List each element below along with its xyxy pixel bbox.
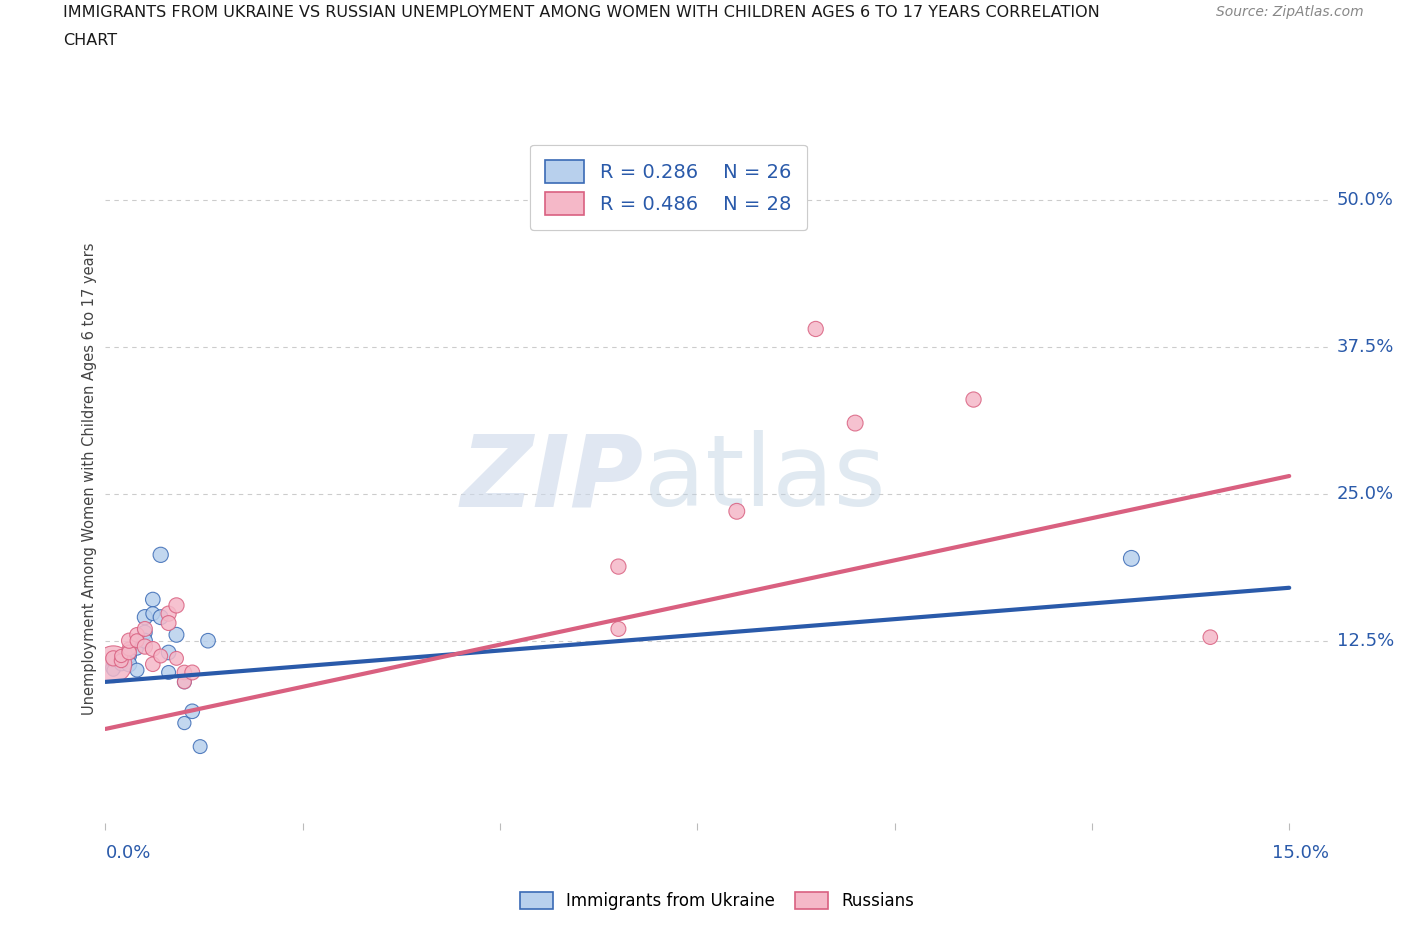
Point	[844, 416, 866, 431]
Point	[103, 663, 125, 678]
Point	[166, 628, 188, 643]
Point	[125, 628, 148, 643]
Point	[134, 621, 156, 636]
Point	[118, 648, 141, 663]
Point	[188, 739, 211, 754]
Point	[166, 598, 188, 613]
Point	[110, 657, 132, 671]
Point	[142, 657, 165, 671]
Point	[197, 633, 219, 648]
Point	[103, 657, 125, 671]
Legend: R = 0.286    N = 26, R = 0.486    N = 28: R = 0.286 N = 26, R = 0.486 N = 28	[530, 144, 807, 231]
Legend: Immigrants from Ukraine, Russians: Immigrants from Ukraine, Russians	[513, 885, 921, 917]
Text: IMMIGRANTS FROM UKRAINE VS RUSSIAN UNEMPLOYMENT AMONG WOMEN WITH CHILDREN AGES 6: IMMIGRANTS FROM UKRAINE VS RUSSIAN UNEMP…	[63, 5, 1099, 20]
Text: 50.0%: 50.0%	[1337, 191, 1393, 208]
Text: 0.0%: 0.0%	[105, 844, 150, 862]
Point	[125, 663, 148, 678]
Point	[157, 606, 180, 621]
Point	[103, 660, 125, 675]
Point	[118, 633, 141, 648]
Point	[142, 642, 165, 657]
Point	[118, 642, 141, 657]
Point	[110, 653, 132, 668]
Text: atlas: atlas	[644, 431, 886, 527]
Point	[134, 610, 156, 625]
Text: ZIP: ZIP	[461, 431, 644, 527]
Point	[181, 704, 204, 719]
Text: 37.5%: 37.5%	[1337, 338, 1395, 355]
Point	[181, 665, 204, 680]
Point	[166, 651, 188, 666]
Point	[1199, 630, 1222, 644]
Point	[134, 625, 156, 640]
Point	[134, 633, 156, 648]
Point	[118, 645, 141, 660]
Point	[110, 648, 132, 663]
Point	[118, 657, 141, 671]
Point	[134, 639, 156, 654]
Point	[1121, 551, 1143, 565]
Text: 25.0%: 25.0%	[1337, 485, 1395, 502]
Point	[142, 592, 165, 607]
Point	[118, 645, 141, 660]
Point	[149, 648, 172, 663]
Point	[110, 651, 132, 666]
Point	[804, 322, 827, 337]
Point	[103, 651, 125, 666]
Point	[149, 548, 172, 563]
Point	[142, 606, 165, 621]
Point	[157, 616, 180, 631]
Text: Source: ZipAtlas.com: Source: ZipAtlas.com	[1216, 5, 1364, 19]
Point	[125, 633, 148, 648]
Point	[725, 504, 748, 519]
Point	[149, 610, 172, 625]
Point	[962, 392, 984, 407]
Point	[125, 642, 148, 657]
Point	[157, 665, 180, 680]
Y-axis label: Unemployment Among Women with Children Ages 6 to 17 years: Unemployment Among Women with Children A…	[82, 243, 97, 715]
Text: 12.5%: 12.5%	[1337, 631, 1395, 650]
Point	[173, 715, 195, 730]
Point	[157, 645, 180, 660]
Point	[173, 665, 195, 680]
Point	[103, 653, 125, 668]
Point	[607, 559, 630, 574]
Point	[173, 674, 195, 689]
Text: CHART: CHART	[63, 33, 117, 47]
Point	[607, 621, 630, 636]
Point	[173, 674, 195, 689]
Text: 15.0%: 15.0%	[1271, 844, 1329, 862]
